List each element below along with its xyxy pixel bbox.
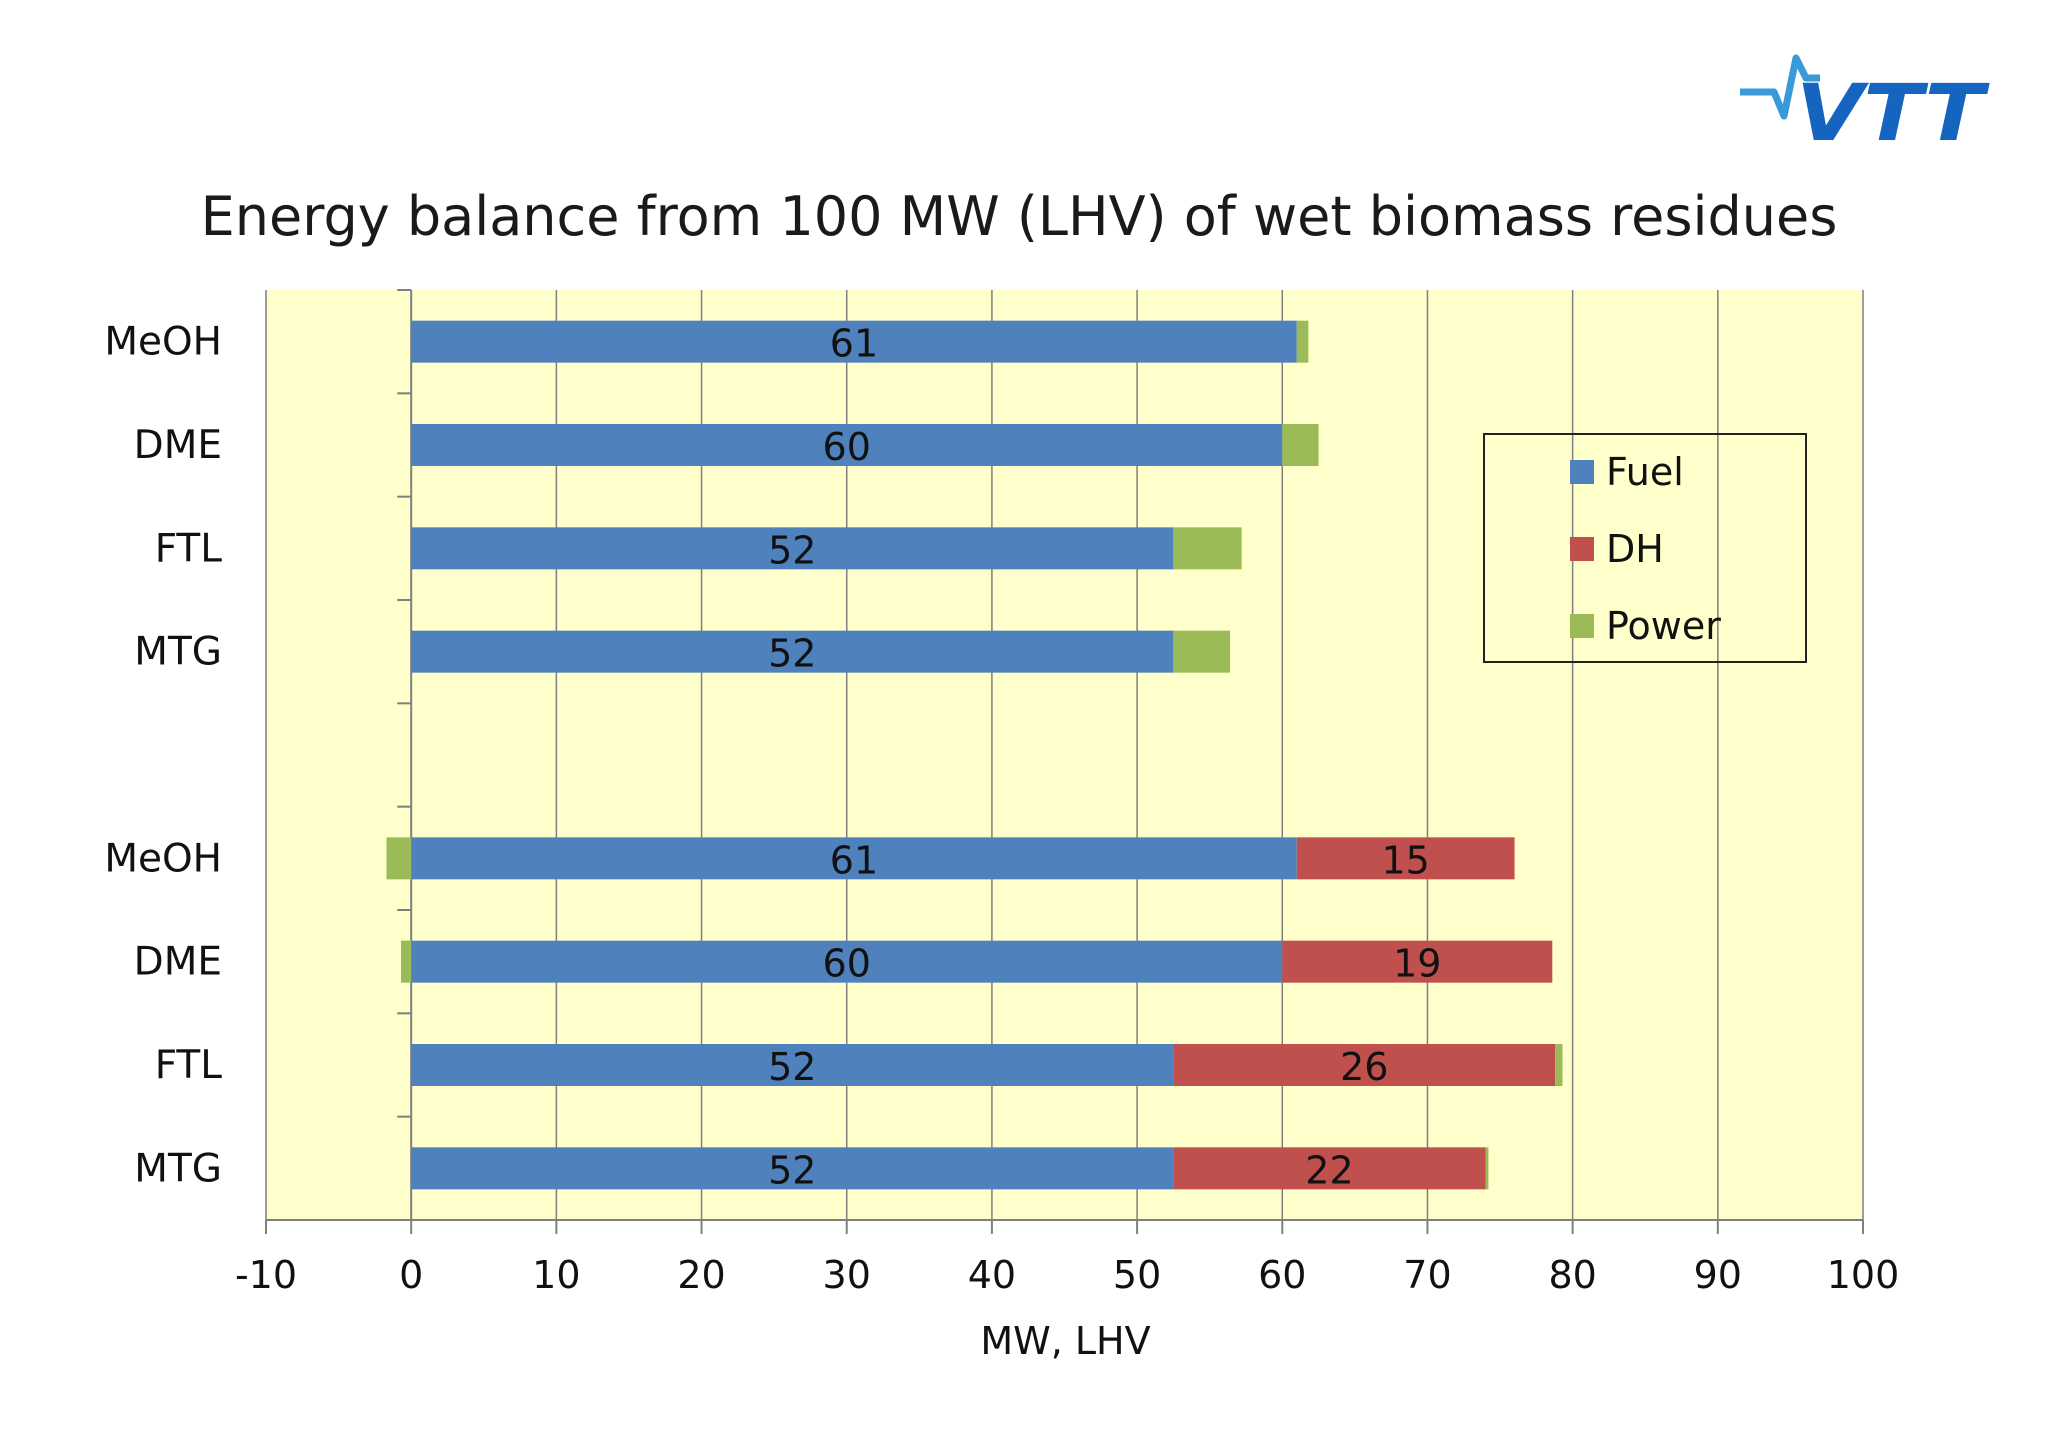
labels: 61 60 52 52 61 15 60 19 52 26 52 22 [768, 322, 1441, 1193]
bar-fuel [411, 1147, 1174, 1190]
category-label: MeOH [104, 320, 222, 365]
x-axis-title: MW, LHV [980, 1319, 1150, 1363]
bar-dh [1282, 940, 1553, 983]
bar-fuel [411, 837, 1297, 880]
data-label: 19 [1393, 942, 1441, 986]
vtt-logo-text: VTT [1796, 69, 1990, 150]
x-tick-label: 80 [1548, 1253, 1596, 1297]
bar-power [1282, 424, 1319, 466]
bar-power [1173, 527, 1242, 570]
data-label: 61 [830, 838, 878, 882]
category-label: DME [134, 423, 222, 468]
data-label: 26 [1340, 1045, 1388, 1089]
x-tick-label: 60 [1258, 1253, 1306, 1297]
bar-fuel [411, 320, 1297, 363]
x-tick-label: 10 [532, 1253, 580, 1297]
bar-fuel [411, 940, 1283, 983]
data-label: 52 [768, 1045, 816, 1089]
x-tick-label: 90 [1694, 1253, 1742, 1297]
bar-dh [1173, 1147, 1486, 1190]
bar-fuel [411, 630, 1174, 673]
vtt-logo-pulse-line [1740, 54, 1820, 120]
bar-power [1485, 1147, 1489, 1190]
bar-fuel [411, 1044, 1174, 1086]
x-tick-label: 100 [1827, 1253, 1900, 1297]
x-tick-label: 70 [1403, 1253, 1451, 1297]
category-label: DME [134, 940, 222, 985]
x-tick-label: 30 [823, 1253, 871, 1297]
bar-power [1555, 1044, 1563, 1086]
vtt-logo: VTT [1738, 50, 1996, 159]
bar-power [401, 940, 412, 983]
data-label: 60 [823, 942, 871, 986]
legend-label-power: Power [1606, 604, 1721, 648]
legend-swatch-power [1570, 614, 1594, 638]
chart-title: Energy balance from 100 MW (LHV) of wet … [200, 185, 1838, 248]
x-tick-label: 20 [677, 1253, 725, 1297]
category-label: FTL [155, 1043, 223, 1088]
legend-box [1483, 433, 1807, 663]
category-label: MeOH [104, 836, 222, 881]
vtt-logo-graphic: VTT [1740, 54, 1990, 159]
x-tick-label: -10 [235, 1253, 297, 1297]
x-tick-label: 50 [1113, 1253, 1161, 1297]
data-label: 52 [768, 1148, 816, 1192]
x-tick-label: 40 [968, 1253, 1016, 1297]
category-label: FTL [155, 526, 223, 571]
data-label: 60 [823, 425, 871, 469]
legend-label-dh: DH [1606, 527, 1664, 571]
bar-fuel [411, 424, 1283, 466]
legend-swatch-dh [1570, 537, 1594, 561]
bar-power [386, 837, 412, 880]
bar-fuel [411, 527, 1174, 570]
data-label: 22 [1305, 1148, 1353, 1192]
data-label: 15 [1381, 838, 1429, 882]
legend-swatch-fuel [1570, 460, 1594, 484]
bars [386, 320, 1563, 1190]
data-label: 61 [830, 322, 878, 366]
bar-dh [1296, 837, 1515, 880]
category-label: MTG [134, 1146, 222, 1191]
legend: Fuel DH Power [1483, 433, 1807, 663]
bar-power [1296, 320, 1309, 363]
bar-power [1173, 630, 1231, 673]
data-label: 52 [768, 632, 816, 676]
legend-label-fuel: Fuel [1606, 450, 1684, 494]
data-label: 52 [768, 528, 816, 572]
bar-dh [1173, 1044, 1556, 1086]
x-tick-label: 0 [399, 1253, 423, 1297]
category-label: MTG [134, 630, 222, 675]
